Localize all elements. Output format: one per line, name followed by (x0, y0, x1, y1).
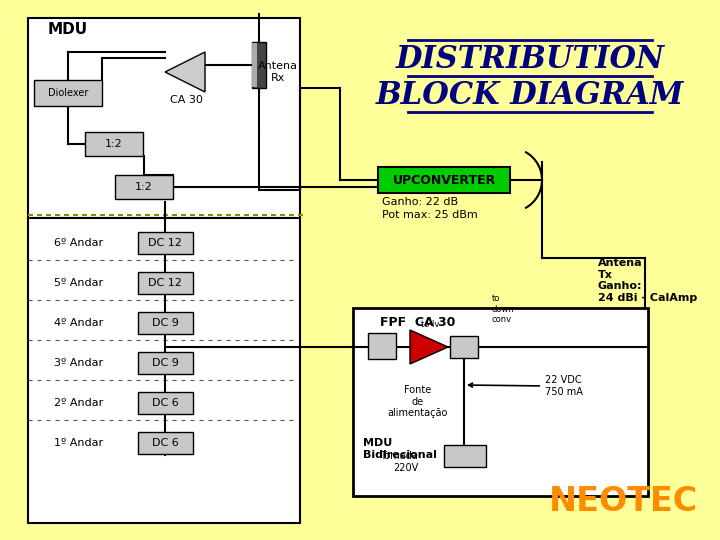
Text: DC 12: DC 12 (148, 278, 182, 288)
Text: Pot max: 25 dBm: Pot max: 25 dBm (382, 210, 478, 220)
Polygon shape (410, 330, 448, 364)
Text: DC 9: DC 9 (152, 358, 179, 368)
Text: DISTRIBUTION: DISTRIBUTION (395, 44, 665, 76)
Text: DC 6: DC 6 (152, 398, 179, 408)
Bar (28, 18, 300, 218)
Text: MDU: MDU (48, 22, 88, 37)
Bar (138, 272, 193, 294)
Text: CA 30: CA 30 (170, 95, 203, 105)
Text: DC 6: DC 6 (152, 438, 179, 448)
Bar (450, 336, 478, 358)
Text: 4º Andar: 4º Andar (54, 318, 103, 328)
Text: UPCONVERTER: UPCONVERTER (392, 173, 495, 186)
Bar (444, 445, 486, 467)
Text: FPF  CA 30: FPF CA 30 (380, 315, 455, 328)
Text: to lv: to lv (420, 320, 439, 329)
Bar (85, 132, 143, 156)
Text: Ganho: 22 dB: Ganho: 22 dB (382, 197, 458, 207)
Bar (368, 333, 396, 359)
Text: 2º Andar: 2º Andar (54, 398, 103, 408)
Bar (138, 392, 193, 414)
Text: Antena
Tx
Ganho:
24 dBi - CalAmp: Antena Tx Ganho: 24 dBi - CalAmp (598, 258, 697, 303)
Text: 3º Andar: 3º Andar (54, 358, 103, 368)
Text: 6º Andar: 6º Andar (54, 238, 103, 248)
Bar (353, 308, 648, 496)
Text: Antena
Rx: Antena Rx (258, 61, 298, 83)
Text: 1:2: 1:2 (105, 139, 123, 149)
Bar (378, 167, 510, 193)
Text: BLOCK DIAGRAM: BLOCK DIAGRAM (376, 79, 684, 111)
Bar (138, 312, 193, 334)
Text: 22 VDC
750 mA: 22 VDC 750 mA (469, 375, 583, 397)
Text: Tomada
220V: Tomada 220V (380, 451, 418, 473)
Bar (138, 232, 193, 254)
Text: DC 12: DC 12 (148, 238, 182, 248)
Bar (34, 80, 102, 106)
Text: MDU
Bidirecional: MDU Bidirecional (363, 438, 437, 460)
Polygon shape (165, 52, 205, 92)
Bar (28, 218, 300, 523)
Bar (252, 43, 257, 87)
Bar (252, 42, 266, 88)
Text: 1º Andar: 1º Andar (54, 438, 103, 448)
Text: DC 9: DC 9 (152, 318, 179, 328)
Text: 5º Andar: 5º Andar (54, 278, 103, 288)
Text: NEOTEC: NEOTEC (549, 485, 698, 518)
Bar (115, 175, 173, 199)
Text: to
down
conv: to down conv (492, 294, 515, 324)
Text: Fonte
de
alimentação: Fonte de alimentação (388, 385, 448, 418)
Text: 1:2: 1:2 (135, 182, 153, 192)
Bar (138, 352, 193, 374)
Bar (138, 432, 193, 454)
Text: Diolexer: Diolexer (48, 88, 88, 98)
